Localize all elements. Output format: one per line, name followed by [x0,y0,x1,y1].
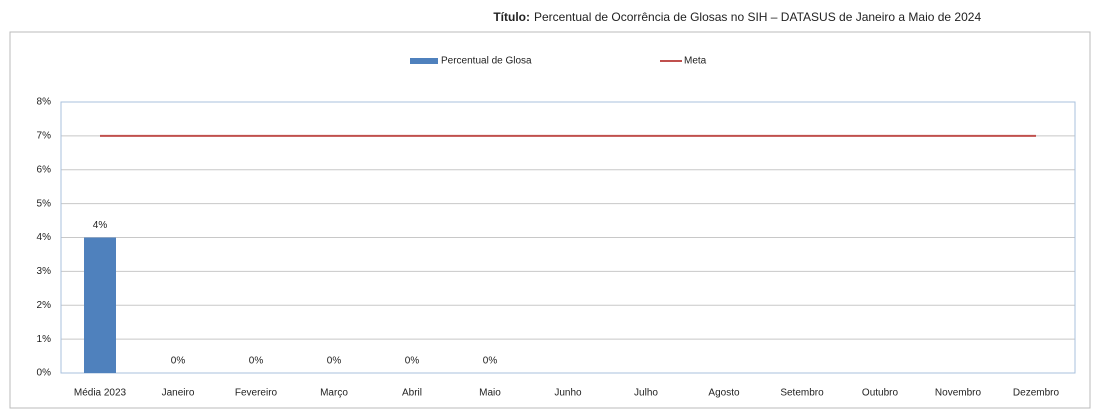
data-label: 0% [327,356,342,367]
x-tick-label: Dezembro [1013,388,1060,399]
data-label: 0% [405,356,420,367]
data-label: 0% [483,356,498,367]
x-tick-label: Março [320,388,348,399]
y-tick-label: 7% [37,131,52,142]
x-tick-label: Junho [554,388,582,399]
x-tick-label: Agosto [708,388,740,399]
plot-frame [60,101,1076,374]
y-tick-label: 0% [37,368,52,379]
y-tick-label: 2% [37,300,52,311]
legend-label: Meta [684,56,707,67]
x-tick-label: Janeiro [162,388,195,399]
chart-title: Percentual de Ocorrência de Glosas no SI… [534,10,981,24]
data-label: 4% [93,220,108,231]
y-tick-label: 8% [37,97,52,108]
x-tick-label: Abril [402,388,422,399]
y-tick-label: 5% [37,198,52,209]
legend-swatch [410,58,438,64]
x-tick-label: Setembro [780,388,824,399]
y-tick-label: 6% [37,164,52,175]
x-tick-label: Julho [634,388,658,399]
y-tick-label: 3% [37,266,52,277]
bar [84,237,116,373]
data-label: 0% [249,356,264,367]
x-tick-label: Outubro [862,388,899,399]
chart-frame [9,31,1091,409]
x-tick-label: Novembro [935,388,982,399]
x-tick-label: Média 2023 [74,388,127,399]
legend-label: Percentual de Glosa [441,56,532,67]
chart-title-label: Título: [493,10,530,24]
data-label: 0% [171,356,186,367]
y-tick-label: 1% [37,334,52,345]
y-tick-label: 4% [37,232,52,243]
x-tick-label: Fevereiro [235,388,278,399]
x-tick-label: Maio [479,388,501,399]
